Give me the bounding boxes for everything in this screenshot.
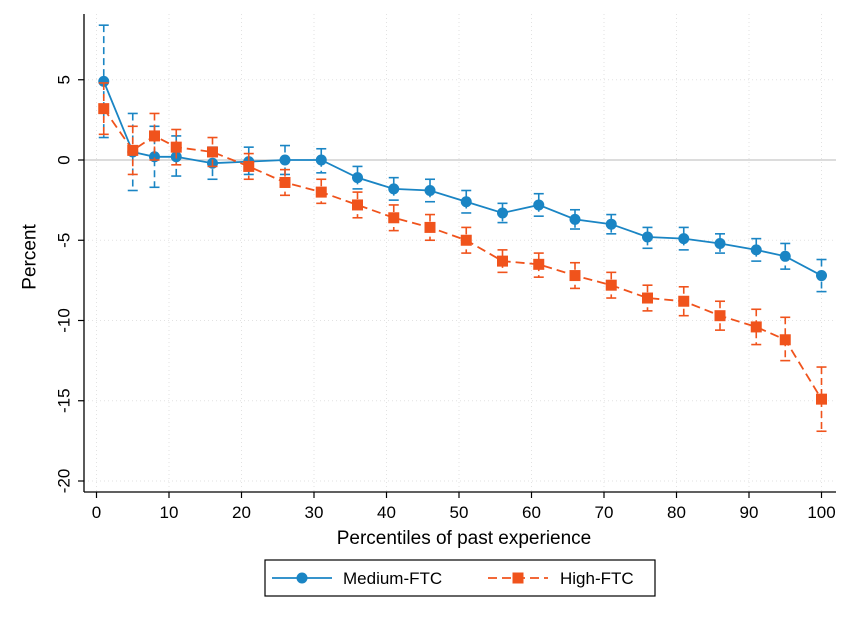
error-bar (497, 202, 508, 224)
data-point (170, 141, 182, 153)
x-tick-label: 80 (667, 503, 686, 522)
x-tick-label: 90 (740, 503, 759, 522)
legend-label-high-ftc: High-FTC (560, 569, 634, 588)
data-point (388, 183, 400, 195)
y-ticks: 5 0 -5 -10 -15 -20 (55, 75, 84, 494)
data-point (605, 218, 617, 230)
y-tick-label: -20 (55, 469, 74, 494)
legend-marker-high-ftc (512, 572, 524, 584)
data-point (352, 172, 363, 184)
series-line (102, 81, 822, 277)
data-point (315, 154, 327, 166)
data-point (569, 270, 581, 282)
grid-lines (84, 14, 836, 492)
data-point (779, 334, 791, 346)
x-ticks: 0 10 20 30 40 50 60 70 80 90 100 (92, 492, 836, 522)
legend-label-medium-ftc: Medium-FTC (343, 569, 442, 588)
data-point (714, 310, 726, 322)
x-tick-label: 20 (232, 503, 251, 522)
x-tick-label: 10 (160, 503, 179, 522)
data-point (678, 233, 690, 245)
y-tick-label: 5 (55, 75, 74, 84)
data-point (207, 146, 218, 158)
data-point (714, 237, 726, 249)
data-point (315, 186, 327, 198)
data-point (98, 75, 110, 87)
series-line (103, 108, 823, 400)
data-point (497, 207, 508, 219)
data-point (243, 160, 255, 172)
error-bar (816, 366, 827, 433)
error-bar (606, 213, 617, 235)
x-tick-label: 70 (595, 503, 614, 522)
x-tick-label: 60 (522, 503, 541, 522)
x-tick-label: 100 (807, 503, 835, 522)
y-axis-title: Percent (20, 224, 41, 290)
data-point (497, 255, 508, 267)
data-point (605, 279, 617, 291)
data-point (533, 258, 545, 270)
x-axis-title: Percentiles of past experience (337, 528, 592, 549)
series (98, 24, 827, 433)
data-point (678, 295, 690, 307)
error-bar (780, 316, 791, 362)
data-point (460, 196, 472, 208)
y-tick-label: 0 (55, 155, 74, 164)
series-high-ftc (98, 82, 827, 433)
data-point (352, 199, 363, 211)
error-bar (715, 233, 725, 254)
data-point (98, 103, 110, 115)
y-tick-label: -15 (55, 388, 74, 413)
data-point (388, 212, 400, 224)
x-tick-label: 0 (92, 503, 101, 522)
axes (83, 14, 836, 493)
data-point (460, 234, 472, 246)
data-point (816, 393, 827, 405)
data-point (424, 184, 436, 196)
error-bar (570, 208, 580, 230)
legend-marker-medium-ftc (296, 572, 308, 584)
data-point (279, 154, 291, 166)
data-point (533, 199, 545, 211)
x-tick-label: 40 (377, 503, 396, 522)
data-point (816, 270, 827, 282)
data-point (642, 231, 653, 243)
data-point (642, 292, 653, 304)
series-medium-ftc (98, 24, 827, 293)
y-tick-label: -5 (55, 233, 74, 248)
x-tick-label: 30 (305, 503, 324, 522)
data-point (750, 244, 762, 256)
data-point (569, 213, 581, 225)
x-tick-label: 50 (450, 503, 469, 522)
data-point (127, 144, 139, 156)
data-point (750, 321, 762, 333)
error-bar (642, 226, 653, 250)
data-point (779, 250, 791, 262)
legend: Medium-FTC High-FTC (264, 559, 656, 597)
data-point (424, 221, 436, 233)
y-tick-label: -10 (55, 308, 74, 333)
data-point (149, 130, 160, 142)
data-point (279, 176, 291, 188)
